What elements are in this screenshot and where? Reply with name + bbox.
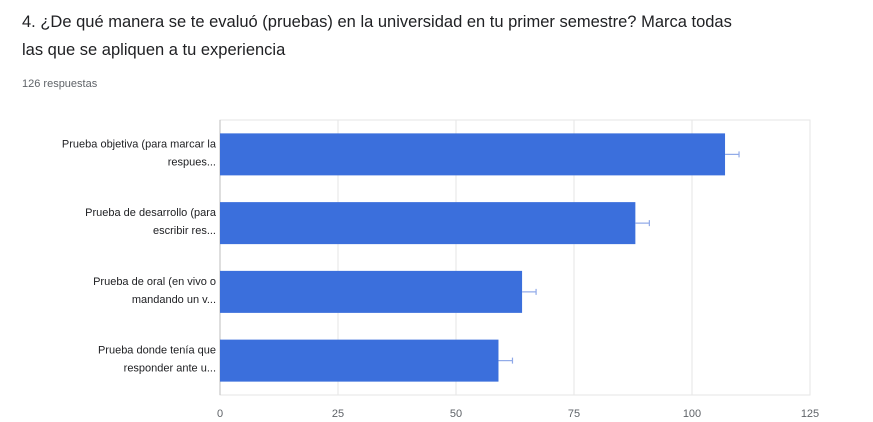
question-title: 4. ¿De qué manera se te evaluó (pruebas)… — [22, 8, 862, 64]
x-tick-label: 25 — [332, 408, 344, 420]
category-label: Prueba donde tenía que — [98, 345, 216, 357]
question-title-line-1: 4. ¿De qué manera se te evaluó (pruebas)… — [22, 13, 732, 31]
bar — [220, 339, 499, 382]
x-tick-label: 100 — [683, 408, 701, 420]
x-tick-label: 75 — [568, 408, 580, 420]
question-title-line-2: las que se apliquen a tu experiencia — [22, 41, 286, 59]
x-tick-label: 50 — [450, 408, 462, 420]
category-label: Prueba objetiva (para marcar la — [62, 138, 217, 150]
category-label: Prueba de desarrollo (para — [85, 207, 217, 219]
category-label: mandando un v... — [132, 294, 216, 306]
x-tick-label: 0 — [217, 408, 223, 420]
response-count: 126 respuestas — [22, 78, 98, 90]
category-label: responder ante u... — [124, 363, 216, 375]
category-label: respues... — [168, 156, 216, 168]
bar — [220, 270, 523, 313]
category-label: Prueba de oral (en vivo o — [93, 276, 216, 288]
bar — [220, 202, 636, 245]
x-tick-label: 125 — [801, 408, 819, 420]
bar — [220, 133, 726, 176]
category-label: escribir res... — [153, 225, 216, 237]
